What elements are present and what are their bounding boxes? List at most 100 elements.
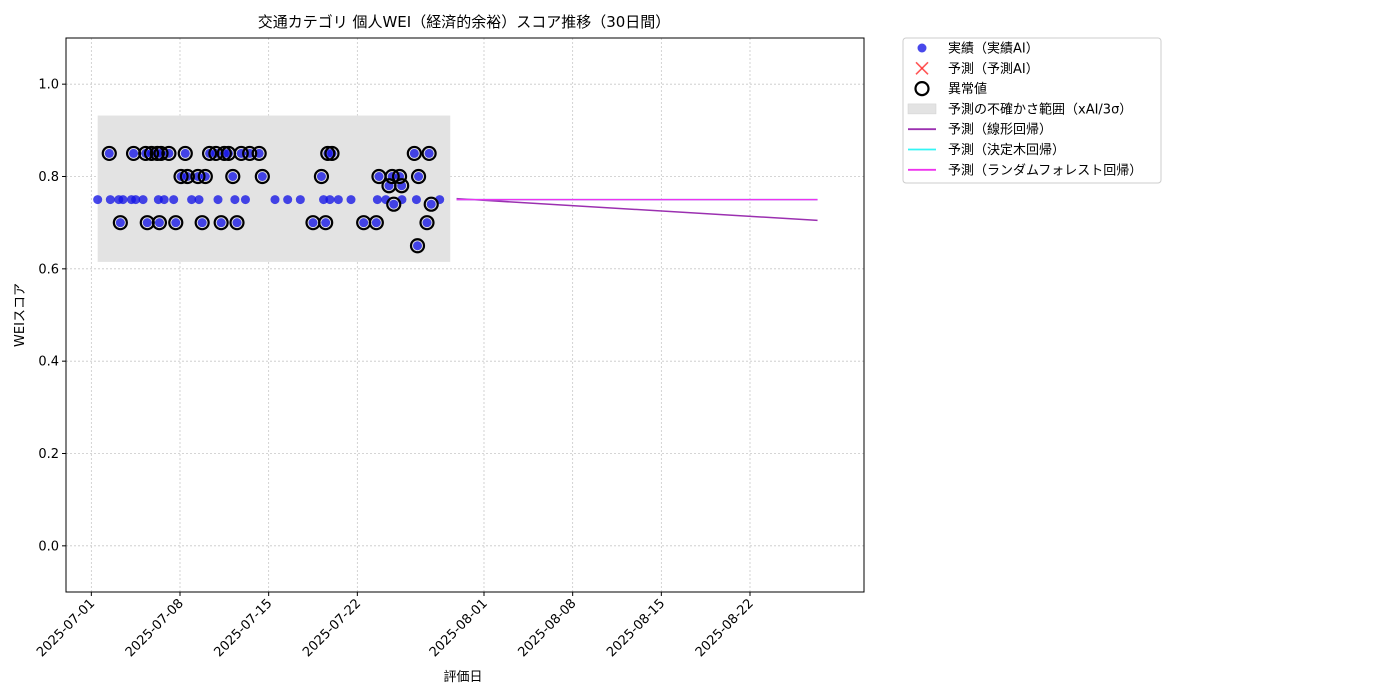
legend-dot-marker <box>917 43 927 53</box>
actual-point <box>316 172 326 181</box>
x-tick-label: 2025-08-22 <box>693 596 757 660</box>
x-tick-label: 2025-07-01 <box>34 596 98 660</box>
anomaly-ring <box>197 168 213 185</box>
x-tick-label: 2025-07-15 <box>211 596 275 660</box>
actual-point <box>131 195 141 205</box>
anomaly-ring <box>421 145 437 162</box>
actual-point <box>129 148 139 158</box>
actual-point <box>321 218 331 228</box>
anomaly-ring <box>143 145 160 162</box>
actual-point <box>422 218 432 228</box>
anomaly-ring <box>190 168 206 185</box>
actual-point <box>216 218 226 228</box>
anomaly-rings-layer <box>101 145 439 254</box>
actual-point <box>93 195 103 205</box>
anomaly-ring <box>391 168 408 185</box>
actual-point <box>414 172 424 181</box>
legend-label: 予測（線形回帰） <box>948 122 1052 138</box>
anomaly-ring <box>384 168 400 185</box>
anomaly-ring <box>394 178 410 194</box>
actual-point <box>240 195 250 205</box>
legend-item: 実績（実績AI） <box>917 41 1039 57</box>
plot-area <box>65 37 865 593</box>
anomaly-ring <box>386 196 402 212</box>
actual-point <box>411 195 421 205</box>
x-tick-label: 2025-08-15 <box>604 596 668 660</box>
legend-x-marker <box>915 61 929 75</box>
actual-point <box>194 195 204 205</box>
anomaly-ring <box>410 168 427 185</box>
actual-point <box>232 218 242 228</box>
actual-point <box>105 195 115 205</box>
anomaly-ring <box>320 145 336 162</box>
legend-frame <box>902 37 1162 184</box>
y-tick-label: 0.4 <box>38 355 59 370</box>
forecast-line <box>456 197 818 222</box>
actual-point <box>374 172 384 181</box>
actual-point <box>295 195 305 205</box>
anomaly-ring <box>313 168 330 185</box>
anomaly-ring <box>153 145 169 162</box>
x-tick-label: 2025-08-01 <box>427 596 491 660</box>
actual-point <box>371 218 381 228</box>
actual-point <box>413 241 422 251</box>
anomaly-ring <box>423 196 439 212</box>
x-tick-label: 2025-07-22 <box>300 596 364 660</box>
actual-point <box>230 195 240 205</box>
legend-item: 予測（予測AI） <box>915 61 1039 77</box>
anomaly-ring <box>101 145 117 162</box>
anomaly-ring <box>161 145 177 162</box>
anomaly-ring <box>138 145 154 162</box>
anomaly-ring <box>168 215 184 231</box>
forecast-line-layer <box>456 197 818 222</box>
legend-item: 予測（決定木回帰） <box>908 142 1065 158</box>
x-axis-title: 評価日 <box>443 670 482 685</box>
anomaly-ring <box>233 145 249 162</box>
anomaly-ring <box>177 145 193 162</box>
anomaly-ring <box>409 238 426 254</box>
anomaly-ring <box>179 168 195 185</box>
anomaly-ring <box>213 215 229 231</box>
y-tick-label: 0.2 <box>38 447 59 462</box>
y-tick-label: 1.0 <box>38 78 59 93</box>
legend-label: 実績（実績AI） <box>948 41 1039 57</box>
legend-item: 予測の不確かさ範囲（xAI/3σ） <box>907 101 1132 117</box>
legend-item: 予測（ランダムフォレスト回帰） <box>908 162 1142 178</box>
actual-point <box>426 199 436 209</box>
legend-label: 予測の不確かさ範囲（xAI/3σ） <box>948 101 1132 117</box>
uncertainty-band <box>97 115 451 262</box>
actual-point <box>319 195 329 205</box>
actual-point <box>333 195 343 205</box>
legend-label: 異常値 <box>948 81 987 97</box>
x-tick-label: 2025-08-08 <box>515 596 579 660</box>
actual-point <box>154 218 164 228</box>
actual-point <box>346 195 356 205</box>
actual-point <box>104 148 114 158</box>
anomaly-ring <box>318 215 334 231</box>
actual-point <box>228 172 238 181</box>
actual-point <box>171 218 181 228</box>
legend-label: 予測（予測AI） <box>948 62 1039 77</box>
legend-label: 予測（決定木回帰） <box>948 142 1065 158</box>
actual-point <box>159 195 169 205</box>
actual-point <box>424 148 434 158</box>
actual-point <box>270 195 280 205</box>
legend-item: 予測（線形回帰） <box>908 122 1052 138</box>
actual-point <box>409 148 419 158</box>
y-axis-title: WEIスコア <box>13 283 28 347</box>
anomaly-ring <box>225 168 241 185</box>
anomaly-ring <box>242 145 258 162</box>
anomaly-ring <box>419 215 435 231</box>
actual-point <box>169 195 179 205</box>
anomaly-ring <box>229 215 245 231</box>
anomaly-ring <box>201 145 218 162</box>
actual-point <box>118 195 128 205</box>
anomaly-ring <box>151 215 168 231</box>
actual-point <box>180 148 190 158</box>
x-axis: 2025-07-01 2025-07-08 2025-07-15 2025-07-22… <box>34 592 757 660</box>
legend-label: 予測（ランダムフォレスト回帰） <box>948 162 1142 178</box>
x-tick-label: 2025-07-08 <box>123 596 187 660</box>
actual-point <box>257 172 267 181</box>
